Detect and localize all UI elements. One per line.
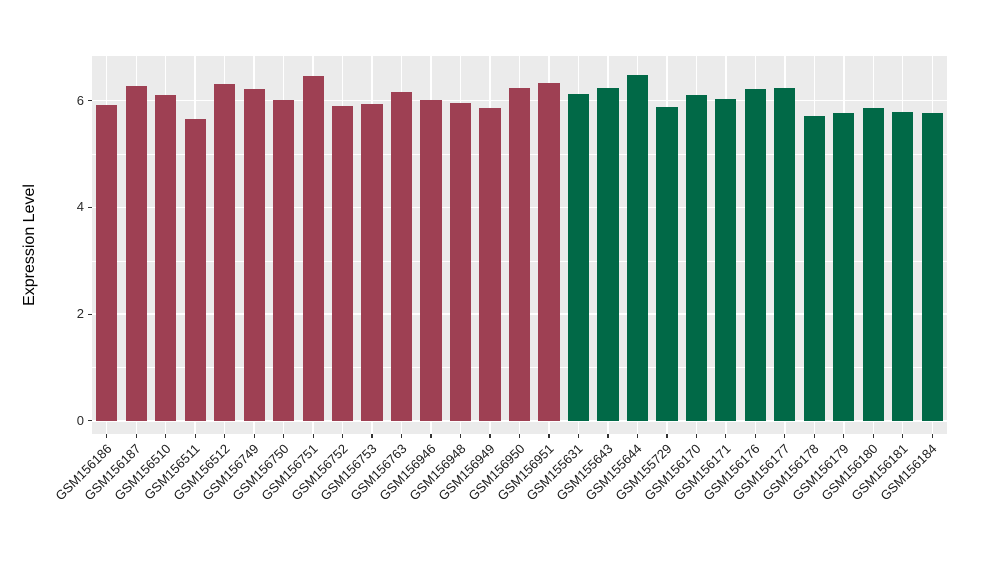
y-tick-label: 6 <box>76 92 84 108</box>
x-tick-mark <box>283 434 285 438</box>
bar-GSM156187 <box>125 85 147 421</box>
bar-GSM156170 <box>685 95 707 421</box>
x-tick-mark <box>518 434 521 438</box>
x-tick-mark <box>194 434 196 438</box>
bar-GSM156181 <box>892 111 914 421</box>
x-tick-mark <box>931 434 933 438</box>
bar-GSM156171 <box>715 99 737 421</box>
y-tick-mark <box>88 100 92 102</box>
x-tick-mark <box>725 434 727 438</box>
x-tick-mark <box>784 434 786 438</box>
bar-GSM156949 <box>479 107 501 421</box>
bar-GSM156510 <box>155 95 177 421</box>
x-tick-mark <box>224 434 226 438</box>
x-tick-mark <box>135 434 137 438</box>
bar-GSM155644 <box>626 74 649 421</box>
x-tick-mark <box>430 434 432 438</box>
bar-GSM156749 <box>243 88 265 421</box>
x-tick-mark <box>754 434 756 438</box>
bar-GSM156178 <box>803 116 825 421</box>
y-tick-label: 0 <box>76 412 84 428</box>
x-tick-mark <box>666 434 668 438</box>
x-tick-mark <box>695 434 697 438</box>
x-tick-mark <box>813 434 815 438</box>
plot-panel <box>92 56 947 434</box>
bar-GSM156184 <box>921 112 943 421</box>
bar-GSM155643 <box>597 88 619 421</box>
x-tick-mark <box>902 434 904 438</box>
y-axis-title: Expression Level <box>21 184 38 306</box>
x-tick-mark <box>400 434 403 438</box>
x-tick-mark <box>371 434 373 438</box>
major-gridline <box>92 420 947 422</box>
y-tick-mark <box>88 420 92 422</box>
bar-GSM156179 <box>833 112 855 421</box>
bar-GSM156177 <box>774 87 796 421</box>
bar-GSM156948 <box>449 103 472 421</box>
bar-GSM155729 <box>656 107 678 421</box>
x-tick-mark <box>165 434 167 438</box>
bar-GSM156511 <box>184 119 206 421</box>
x-tick-mark <box>607 434 609 438</box>
x-tick-mark <box>577 434 580 438</box>
y-tick-mark <box>88 206 92 208</box>
x-tick-mark <box>459 434 462 438</box>
bar-GSM155631 <box>567 93 590 421</box>
x-tick-mark <box>548 434 550 438</box>
y-tick-label: 2 <box>76 306 84 322</box>
bar-GSM156750 <box>273 99 295 421</box>
x-tick-mark <box>489 434 491 438</box>
bar-GSM156751 <box>302 75 324 421</box>
x-tick-mark <box>253 434 255 438</box>
bar-GSM156180 <box>862 107 884 421</box>
bar-GSM156186 <box>96 104 118 421</box>
bar-GSM156951 <box>538 83 560 421</box>
bar-GSM156763 <box>390 91 413 421</box>
x-tick-mark <box>843 434 845 438</box>
x-tick-mark <box>342 434 344 438</box>
y-tick-mark <box>88 313 92 315</box>
x-tick-mark <box>636 434 639 438</box>
x-tick-mark <box>872 434 874 438</box>
bar-GSM156946 <box>420 99 442 421</box>
bar-GSM156753 <box>361 104 383 421</box>
y-tick-label: 4 <box>76 199 84 215</box>
bar-GSM156950 <box>508 88 531 421</box>
bar-GSM156176 <box>744 88 766 421</box>
bar-GSM156512 <box>214 84 236 421</box>
x-tick-mark <box>106 434 108 438</box>
x-tick-mark <box>312 434 314 438</box>
bar-GSM156752 <box>331 106 354 421</box>
